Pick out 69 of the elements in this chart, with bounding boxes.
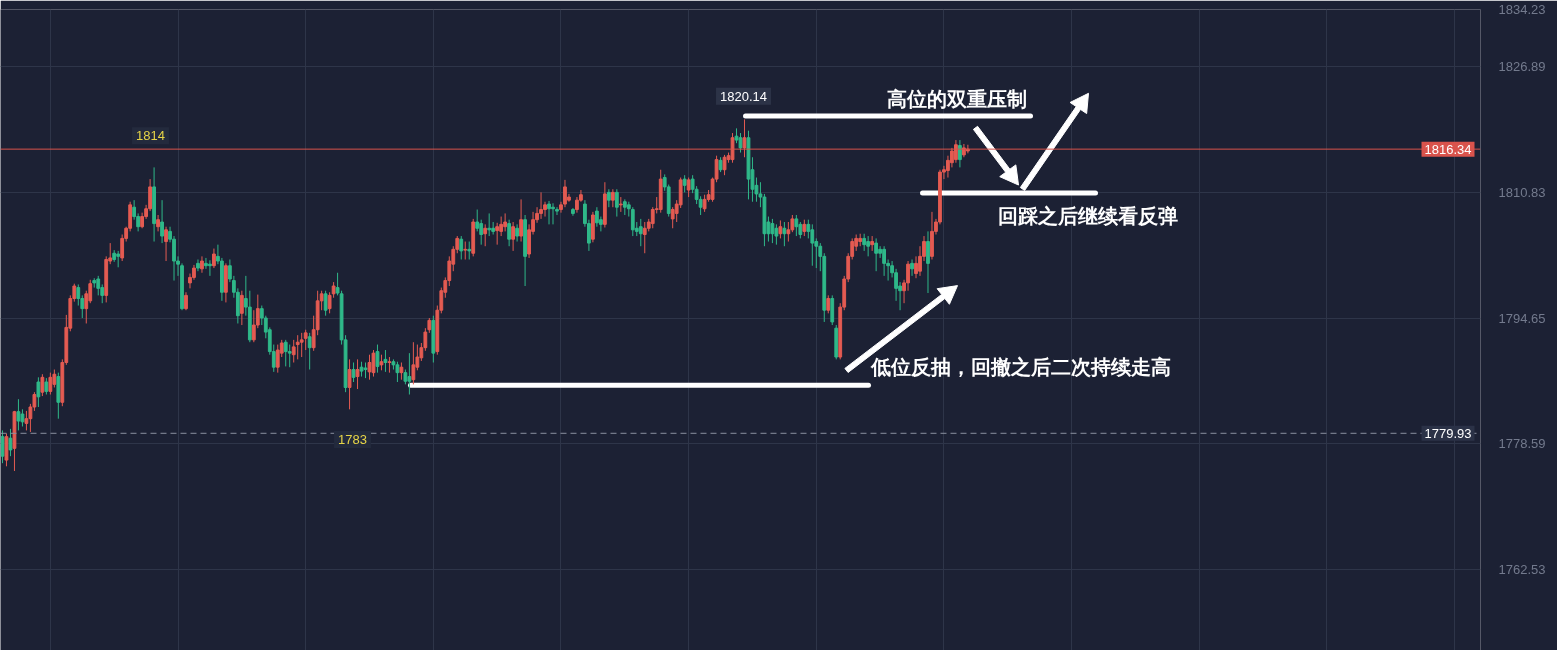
- candlestick: [303, 329, 308, 351]
- candlestick: [810, 223, 815, 267]
- candlestick: [910, 258, 914, 277]
- candlestick: [351, 362, 356, 383]
- candlestick: [212, 248, 216, 269]
- candlestick: [515, 223, 519, 243]
- candlestick: [770, 218, 775, 244]
- candlestick: [958, 139, 962, 168]
- annotation: 回踩之后继续看反弹: [997, 204, 1178, 227]
- candlestick: [307, 332, 312, 371]
- candlestick: [48, 372, 53, 396]
- candlestick: [275, 344, 280, 374]
- candlestick: [160, 199, 164, 244]
- candlestick: [407, 352, 412, 396]
- candlestick: [495, 222, 500, 246]
- candlestick: [164, 226, 168, 262]
- annotation: 高位的双重压制: [886, 88, 1027, 111]
- candlestick: [630, 206, 635, 237]
- candlestick: [287, 344, 292, 368]
- y-tick-label: 1826.89: [1498, 59, 1546, 75]
- candlestick: [96, 275, 101, 296]
- candlestick: [295, 334, 300, 360]
- candlestick: [539, 191, 543, 220]
- candlestick: [782, 221, 787, 247]
- candlestick: [774, 223, 779, 246]
- candlestick: [156, 214, 160, 232]
- candlestick: [503, 212, 508, 232]
- y-tick-label: 1834.23: [1498, 2, 1546, 17]
- candlestick: [507, 219, 512, 247]
- candlestick: [299, 332, 304, 358]
- annotation: 1820.14: [720, 88, 767, 104]
- y-tick-label: 1794.65: [1498, 310, 1546, 326]
- candlestick: [606, 188, 611, 208]
- candlestick: [291, 339, 296, 364]
- candlestick: [371, 349, 376, 378]
- candlestick: [347, 358, 352, 410]
- candlestick: [882, 245, 887, 277]
- candlestick: [874, 237, 879, 272]
- candlestick: [926, 230, 930, 294]
- candlestick: [686, 177, 691, 198]
- candlestick: [475, 209, 480, 232]
- candlestick: [519, 198, 523, 243]
- candlestick: [76, 283, 81, 307]
- candlestick: [642, 221, 647, 254]
- candlestick: [866, 235, 871, 257]
- y-tick-label: 1810.83: [1498, 184, 1546, 200]
- candlestick: [323, 290, 328, 317]
- candlestick: [411, 341, 416, 385]
- candlestick: [483, 223, 488, 247]
- y-tick-label: 1778.59: [1498, 436, 1546, 452]
- candlestick: [547, 200, 551, 225]
- candlestick: [24, 410, 29, 431]
- candlestick: [511, 221, 516, 252]
- annotation: 低位反抽，回撤之后二次持续走高: [869, 356, 1171, 379]
- candlestick: [4, 433, 9, 467]
- candlestick: [830, 294, 835, 326]
- candlestick: [738, 132, 743, 154]
- y-tick-label: 1762.53: [1498, 561, 1546, 577]
- annotation: 1814: [136, 128, 165, 144]
- candlestick: [786, 221, 791, 243]
- candlestick: [196, 258, 200, 272]
- ref-line-label: 1779.93: [1424, 425, 1472, 441]
- ref-line-label: 1816.34: [1424, 141, 1472, 157]
- candlestick: [8, 428, 13, 457]
- annotation: 1783: [338, 431, 367, 447]
- candlestick: [239, 290, 244, 326]
- candlestick: [870, 235, 875, 252]
- candlestick: [594, 206, 599, 228]
- candlestick: [36, 376, 41, 408]
